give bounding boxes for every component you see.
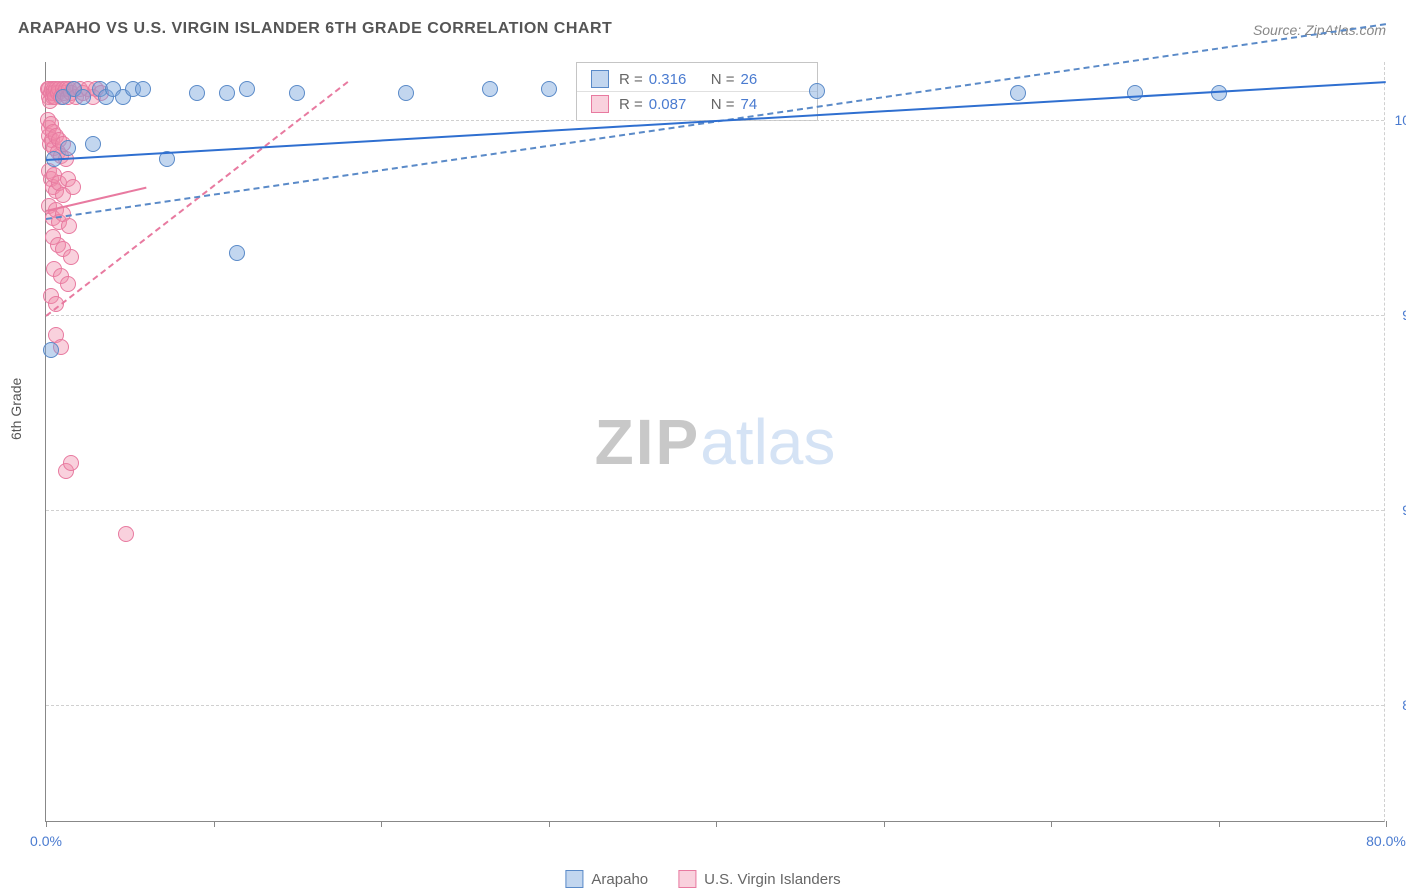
y-axis-label: 6th Grade [8, 378, 24, 440]
point-arapaho [85, 136, 101, 152]
point-arapaho [135, 81, 151, 97]
point-arapaho [809, 83, 825, 99]
point-arapaho [75, 89, 91, 105]
point-arapaho [189, 85, 205, 101]
watermark-zip: ZIP [595, 406, 701, 478]
legend-swatch-a [565, 870, 583, 888]
source-label: Source: ZipAtlas.com [1253, 22, 1386, 38]
plot-area: ZIPatlas R = 0.316 N = 26 R = 0.087 N = … [45, 62, 1385, 822]
stats-n-value-a: 26 [741, 71, 785, 88]
point-virgin-islanders [118, 526, 134, 542]
point-arapaho [398, 85, 414, 101]
stats-r-value-b: 0.087 [649, 96, 693, 113]
legend: Arapaho U.S. Virgin Islanders [565, 870, 840, 888]
point-virgin-islanders [63, 455, 79, 471]
stats-r-label-b: R = [619, 96, 643, 113]
x-tick-mark [214, 821, 215, 827]
point-arapaho [43, 342, 59, 358]
point-virgin-islanders [61, 218, 77, 234]
point-arapaho [229, 245, 245, 261]
point-arapaho [1127, 85, 1143, 101]
point-virgin-islanders [65, 179, 81, 195]
x-tick-mark [381, 821, 382, 827]
stats-row-a: R = 0.316 N = 26 [577, 67, 817, 91]
stats-n-label-b: N = [711, 96, 735, 113]
legend-item-b: U.S. Virgin Islanders [678, 870, 840, 888]
x-tick-mark [1386, 821, 1387, 827]
stats-swatch-b [591, 95, 609, 113]
point-arapaho [1010, 85, 1026, 101]
legend-label-b: U.S. Virgin Islanders [704, 871, 840, 888]
point-virgin-islanders [60, 276, 76, 292]
stats-swatch-a [591, 70, 609, 88]
point-arapaho [541, 81, 557, 97]
stats-n-value-b: 74 [741, 96, 785, 113]
chart-title: ARAPAHO VS U.S. VIRGIN ISLANDER 6TH GRAD… [18, 20, 612, 38]
legend-swatch-b [678, 870, 696, 888]
stats-n-label-a: N = [711, 71, 735, 88]
point-arapaho [1211, 85, 1227, 101]
stats-r-label-a: R = [619, 71, 643, 88]
y-tick-label: 90.0% [1402, 502, 1406, 518]
point-arapaho [60, 140, 76, 156]
gridline-h [46, 315, 1384, 316]
point-arapaho [239, 81, 255, 97]
point-arapaho [219, 85, 235, 101]
x-tick-mark [716, 821, 717, 827]
point-virgin-islanders [63, 249, 79, 265]
stats-r-value-a: 0.316 [649, 71, 693, 88]
x-tick-mark [1051, 821, 1052, 827]
x-tick-mark [1219, 821, 1220, 827]
x-tick-mark [884, 821, 885, 827]
point-arapaho [482, 81, 498, 97]
x-tick-label: 80.0% [1366, 833, 1406, 849]
gridline-h [46, 510, 1384, 511]
y-tick-label: 85.0% [1402, 697, 1406, 713]
legend-label-a: Arapaho [591, 871, 648, 888]
point-arapaho [289, 85, 305, 101]
x-tick-label: 0.0% [30, 833, 62, 849]
legend-item-a: Arapaho [565, 870, 648, 888]
gridline-h [46, 705, 1384, 706]
watermark-atlas: atlas [700, 406, 835, 478]
x-tick-mark [549, 821, 550, 827]
watermark: ZIPatlas [595, 405, 836, 479]
y-tick-label: 100.0% [1395, 112, 1406, 128]
x-tick-mark [46, 821, 47, 827]
y-tick-label: 95.0% [1402, 307, 1406, 323]
